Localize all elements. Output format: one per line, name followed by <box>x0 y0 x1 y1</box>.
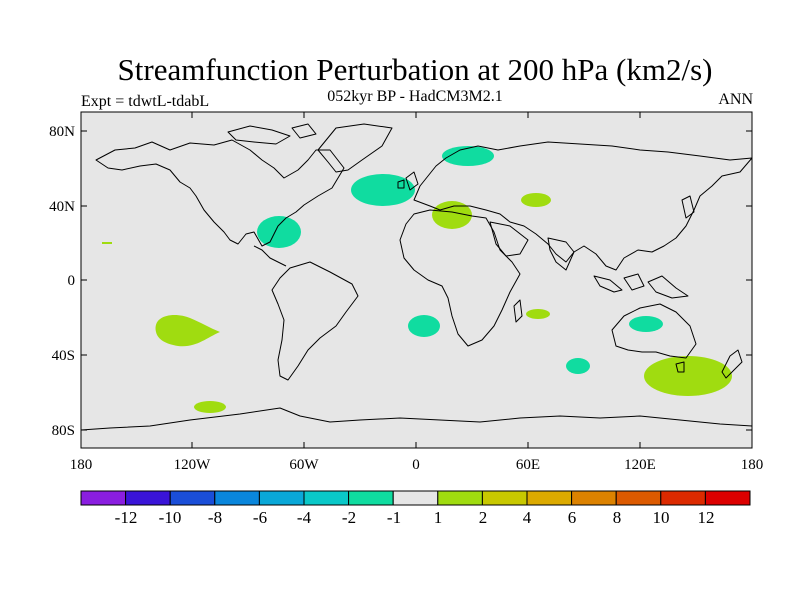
patch-north-atlantic <box>351 174 415 206</box>
lon-label-180w: 180 <box>70 457 93 473</box>
patch-caribbean <box>257 216 301 248</box>
patch-sw-indian <box>526 309 550 319</box>
colorbar-label: 6 <box>568 508 577 527</box>
lat-ticks <box>81 130 752 431</box>
colorbar-label: 12 <box>698 508 715 527</box>
anomaly-patches <box>102 146 732 413</box>
lon-label-60w: 60W <box>289 457 319 473</box>
colorbar-label: -6 <box>253 508 267 527</box>
colorbar-box <box>615 490 662 506</box>
lon-label-120w: 120W <box>174 457 212 473</box>
colorbar-box <box>571 490 617 506</box>
colorbar-label: 10 <box>653 508 670 527</box>
colorbar-box <box>303 490 350 506</box>
colorbar-label: -2 <box>342 508 356 527</box>
lat-label-40n: 40N <box>49 199 75 215</box>
patch-south-of-australia <box>644 356 732 396</box>
lon-label-0: 0 <box>412 457 420 473</box>
colorbar-box <box>437 490 483 506</box>
map-background <box>81 112 752 448</box>
patch-small-pacific <box>102 242 112 244</box>
experiment-label: Expt = tdwtL-tdabL <box>81 93 210 110</box>
patch-pacific-antarctic <box>194 401 226 413</box>
colorbar-labels: -12 -10 -8 -6 -4 -2 -1 1 2 4 6 8 10 12 <box>115 508 715 527</box>
patch-south-pacific <box>155 314 220 347</box>
lon-ticks <box>191 112 641 448</box>
colorbar-label: 8 <box>613 508 622 527</box>
patch-southern-indian <box>566 358 590 374</box>
colorbar-box <box>481 490 528 506</box>
colorbar-box <box>169 490 216 506</box>
patch-south-atlantic <box>408 315 440 337</box>
colorbar-label: -1 <box>387 508 401 527</box>
colorbar-label: -10 <box>159 508 182 527</box>
colorbar-label: 2 <box>479 508 488 527</box>
lon-label-60e: 60E <box>516 457 540 473</box>
lon-label-120e: 120E <box>624 457 656 473</box>
patch-mediterranean <box>432 201 472 229</box>
lon-label-180e: 180 <box>741 457 764 473</box>
colorbar-label: -4 <box>297 508 312 527</box>
colorbar <box>80 490 751 506</box>
colorbar-box <box>392 490 439 506</box>
colorbar-box <box>660 490 706 506</box>
lat-label-40s: 40S <box>52 348 75 364</box>
patch-australia <box>629 316 663 332</box>
chart-title: Streamfunction Perturbation at 200 hPa (… <box>117 52 713 87</box>
colorbar-label: 4 <box>523 508 532 527</box>
patch-central-asia <box>521 193 551 207</box>
patch-scandinavia <box>442 146 494 166</box>
lat-label-0: 0 <box>68 273 76 289</box>
colorbar-box <box>526 490 573 506</box>
colorbar-label: -8 <box>208 508 222 527</box>
lat-label-80n: 80N <box>49 124 75 140</box>
lat-label-80s: 80S <box>52 423 75 439</box>
colorbar-label: 1 <box>434 508 443 527</box>
coastlines <box>80 123 753 431</box>
period-label: ANN <box>718 91 753 108</box>
colorbar-box <box>258 490 305 506</box>
colorbar-label: -12 <box>115 508 138 527</box>
colorbar-box <box>704 490 751 506</box>
colorbar-box <box>80 490 127 506</box>
colorbar-box <box>125 490 171 506</box>
colorbar-box <box>214 490 260 506</box>
colorbar-box <box>348 490 394 506</box>
chart-subtitle: 052kyr BP - HadCM3M2.1 <box>327 88 503 105</box>
